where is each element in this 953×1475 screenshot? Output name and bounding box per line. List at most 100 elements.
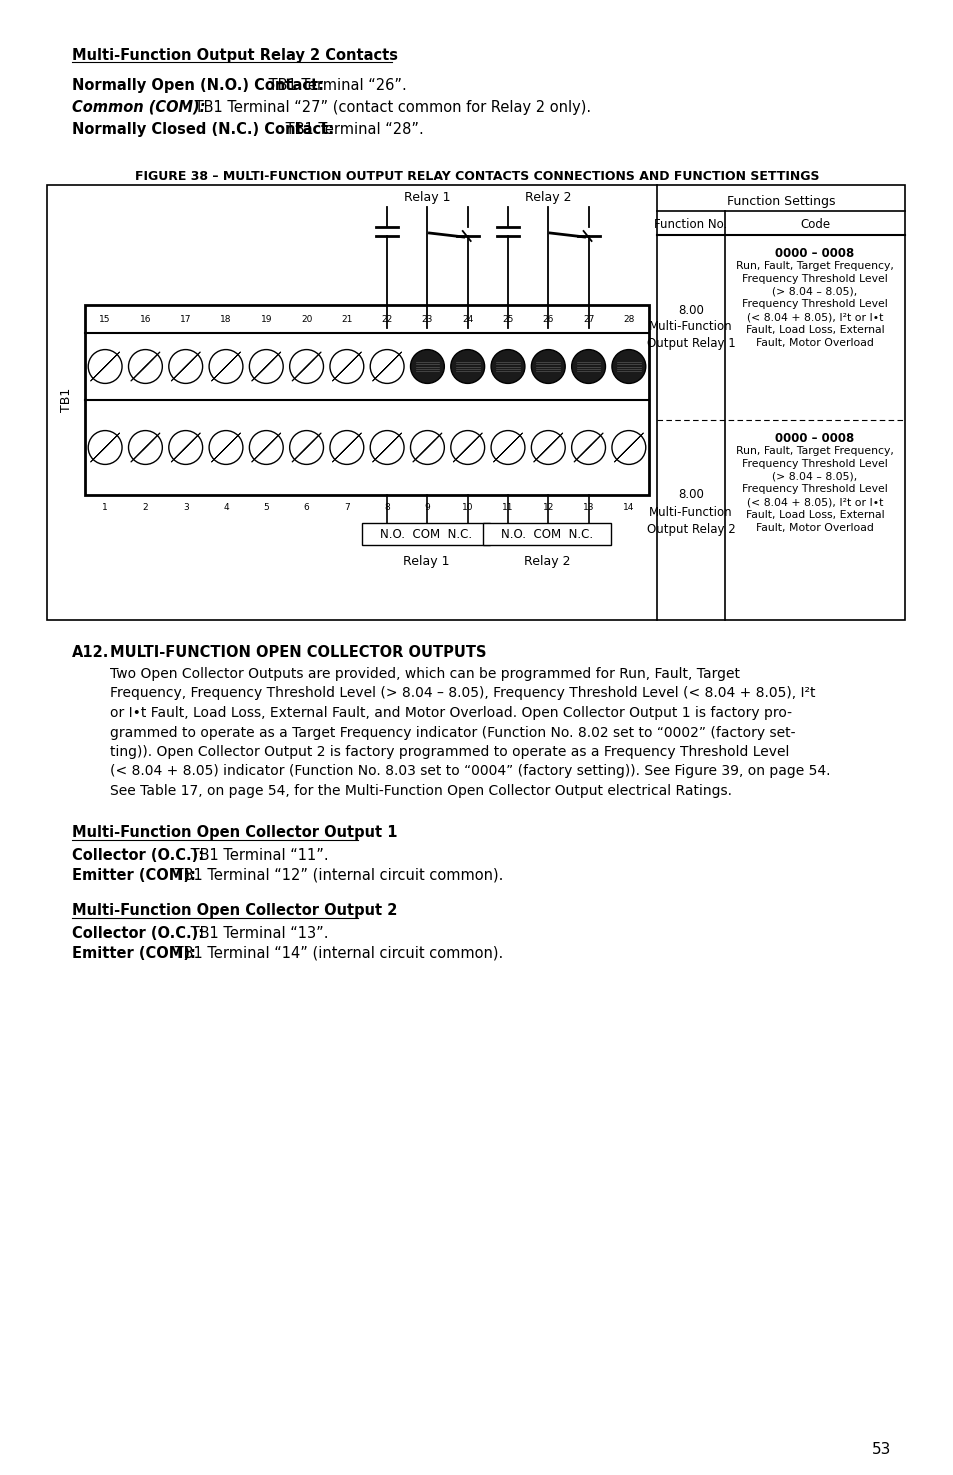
Text: Emitter (COM):: Emitter (COM): bbox=[71, 945, 195, 960]
Text: 3: 3 bbox=[183, 503, 189, 512]
Ellipse shape bbox=[330, 350, 363, 384]
Ellipse shape bbox=[249, 350, 283, 384]
Ellipse shape bbox=[290, 431, 323, 465]
Text: 20: 20 bbox=[300, 314, 312, 323]
Ellipse shape bbox=[169, 350, 202, 384]
Text: 7: 7 bbox=[344, 503, 350, 512]
Bar bbox=[362, 524, 489, 544]
Text: MULTI-FUNCTION OPEN COLLECTOR OUTPUTS: MULTI-FUNCTION OPEN COLLECTOR OUTPUTS bbox=[110, 645, 486, 659]
Text: 5: 5 bbox=[263, 503, 269, 512]
Text: Two Open Collector Outputs are provided, which can be programmed for Run, Fault,: Two Open Collector Outputs are provided,… bbox=[110, 667, 740, 681]
Text: TB1 Terminal “28”.: TB1 Terminal “28”. bbox=[281, 122, 423, 137]
Text: Relay 2: Relay 2 bbox=[524, 190, 571, 204]
Text: 8.00
Multi-Function
Output Relay 2: 8.00 Multi-Function Output Relay 2 bbox=[646, 488, 735, 535]
Text: 23: 23 bbox=[421, 314, 433, 323]
Text: TB1 Terminal “12” (internal circuit common).: TB1 Terminal “12” (internal circuit comm… bbox=[170, 867, 503, 882]
Ellipse shape bbox=[611, 350, 645, 384]
Text: 17: 17 bbox=[180, 314, 192, 323]
Text: 27: 27 bbox=[582, 314, 594, 323]
Ellipse shape bbox=[129, 431, 162, 465]
Text: Multi-Function Output Relay 2 Contacts: Multi-Function Output Relay 2 Contacts bbox=[71, 49, 397, 63]
Text: 10: 10 bbox=[461, 503, 473, 512]
Text: 4: 4 bbox=[223, 503, 229, 512]
Ellipse shape bbox=[571, 350, 605, 384]
Text: 24: 24 bbox=[461, 314, 473, 323]
Text: Run, Fault, Target Frequency,
Frequency Threshold Level
(> 8.04 – 8.05),
Frequen: Run, Fault, Target Frequency, Frequency … bbox=[736, 261, 893, 348]
Bar bbox=[47, 184, 904, 620]
Ellipse shape bbox=[209, 431, 243, 465]
Text: Run, Fault, Target Frequency,
Frequency Threshold Level
(> 8.04 – 8.05),
Frequen: Run, Fault, Target Frequency, Frequency … bbox=[736, 445, 893, 532]
Text: 53: 53 bbox=[871, 1443, 891, 1457]
Ellipse shape bbox=[611, 431, 645, 465]
Text: Collector (O.C.):: Collector (O.C.): bbox=[71, 848, 204, 863]
Ellipse shape bbox=[451, 431, 484, 465]
Text: Function No.: Function No. bbox=[654, 217, 727, 230]
Text: 8.00
Multi-Function
Output Relay 1: 8.00 Multi-Function Output Relay 1 bbox=[646, 304, 735, 351]
Text: 26: 26 bbox=[542, 314, 554, 323]
Text: 11: 11 bbox=[501, 503, 514, 512]
Ellipse shape bbox=[129, 350, 162, 384]
Ellipse shape bbox=[169, 431, 202, 465]
Text: 8: 8 bbox=[384, 503, 390, 512]
Text: A12.: A12. bbox=[71, 645, 110, 659]
Ellipse shape bbox=[88, 431, 122, 465]
Text: Relay 2: Relay 2 bbox=[523, 555, 570, 568]
Text: 19: 19 bbox=[260, 314, 272, 323]
Text: Normally Closed (N.C.) Contact:: Normally Closed (N.C.) Contact: bbox=[71, 122, 334, 137]
Text: 12: 12 bbox=[542, 503, 554, 512]
Ellipse shape bbox=[491, 431, 524, 465]
Text: 25: 25 bbox=[502, 314, 513, 323]
Ellipse shape bbox=[249, 431, 283, 465]
Text: (< 8.04 + 8.05) indicator (Function No. 8.03 set to “0004” (factory setting)). S: (< 8.04 + 8.05) indicator (Function No. … bbox=[110, 764, 830, 779]
Ellipse shape bbox=[330, 431, 363, 465]
Text: 15: 15 bbox=[99, 314, 111, 323]
Text: grammed to operate as a Target Frequency indicator (Function No. 8.02 set to “00: grammed to operate as a Target Frequency… bbox=[110, 726, 795, 739]
Ellipse shape bbox=[531, 431, 564, 465]
Ellipse shape bbox=[88, 350, 122, 384]
Text: 16: 16 bbox=[139, 314, 151, 323]
Ellipse shape bbox=[370, 350, 404, 384]
Bar bbox=[85, 305, 648, 496]
Ellipse shape bbox=[209, 350, 243, 384]
Ellipse shape bbox=[410, 431, 444, 465]
Ellipse shape bbox=[410, 350, 444, 384]
Text: Normally Open (N.O.) Contact:: Normally Open (N.O.) Contact: bbox=[71, 78, 324, 93]
Text: Relay 1: Relay 1 bbox=[402, 555, 449, 568]
Text: N.O.  COM  N.C.: N.O. COM N.C. bbox=[500, 528, 592, 540]
Text: Multi-Function Open Collector Output 1: Multi-Function Open Collector Output 1 bbox=[71, 826, 397, 841]
Text: TB1 Terminal “27” (contact common for Relay 2 only).: TB1 Terminal “27” (contact common for Re… bbox=[190, 100, 591, 115]
Text: or I•t Fault, Load Loss, External Fault, and Motor Overload. Open Collector Outp: or I•t Fault, Load Loss, External Fault,… bbox=[110, 707, 791, 720]
Text: 14: 14 bbox=[622, 503, 634, 512]
Text: 13: 13 bbox=[582, 503, 594, 512]
Text: 9: 9 bbox=[424, 503, 430, 512]
Text: 28: 28 bbox=[622, 314, 634, 323]
Text: 0000 – 0008: 0000 – 0008 bbox=[775, 432, 854, 445]
Text: TB1 Terminal “14” (internal circuit common).: TB1 Terminal “14” (internal circuit comm… bbox=[170, 945, 503, 960]
Text: 0000 – 0008: 0000 – 0008 bbox=[775, 246, 854, 260]
Text: 2: 2 bbox=[142, 503, 148, 512]
Ellipse shape bbox=[571, 431, 605, 465]
Ellipse shape bbox=[491, 350, 524, 384]
Text: 6: 6 bbox=[303, 503, 309, 512]
Ellipse shape bbox=[531, 350, 564, 384]
Text: FIGURE 38 – MULTI-FUNCTION OUTPUT RELAY CONTACTS CONNECTIONS AND FUNCTION SETTIN: FIGURE 38 – MULTI-FUNCTION OUTPUT RELAY … bbox=[134, 170, 819, 183]
Text: 21: 21 bbox=[341, 314, 353, 323]
Text: Relay 1: Relay 1 bbox=[404, 190, 450, 204]
Ellipse shape bbox=[290, 350, 323, 384]
Text: TB1 Terminal “26”.: TB1 Terminal “26”. bbox=[264, 78, 406, 93]
Text: Code: Code bbox=[800, 217, 829, 230]
Text: 1: 1 bbox=[102, 503, 108, 512]
Ellipse shape bbox=[451, 350, 484, 384]
Text: TB1 Terminal “11”.: TB1 Terminal “11”. bbox=[186, 848, 328, 863]
Text: 18: 18 bbox=[220, 314, 232, 323]
Text: Function Settings: Function Settings bbox=[726, 195, 835, 208]
Text: Frequency, Frequency Threshold Level (> 8.04 – 8.05), Frequency Threshold Level : Frequency, Frequency Threshold Level (> … bbox=[110, 686, 815, 701]
Text: TB1 Terminal “13”.: TB1 Terminal “13”. bbox=[186, 925, 328, 941]
Text: See Table 17, on page 54, for the Multi-Function Open Collector Output electrica: See Table 17, on page 54, for the Multi-… bbox=[110, 785, 731, 798]
Text: Emitter (COM):: Emitter (COM): bbox=[71, 867, 195, 882]
Text: ting)). Open Collector Output 2 is factory programmed to operate as a Frequency : ting)). Open Collector Output 2 is facto… bbox=[110, 745, 788, 760]
Text: Multi-Function Open Collector Output 2: Multi-Function Open Collector Output 2 bbox=[71, 904, 397, 919]
Ellipse shape bbox=[370, 431, 404, 465]
Text: Collector (O.C.):: Collector (O.C.): bbox=[71, 925, 204, 941]
Text: TB1: TB1 bbox=[60, 388, 73, 412]
